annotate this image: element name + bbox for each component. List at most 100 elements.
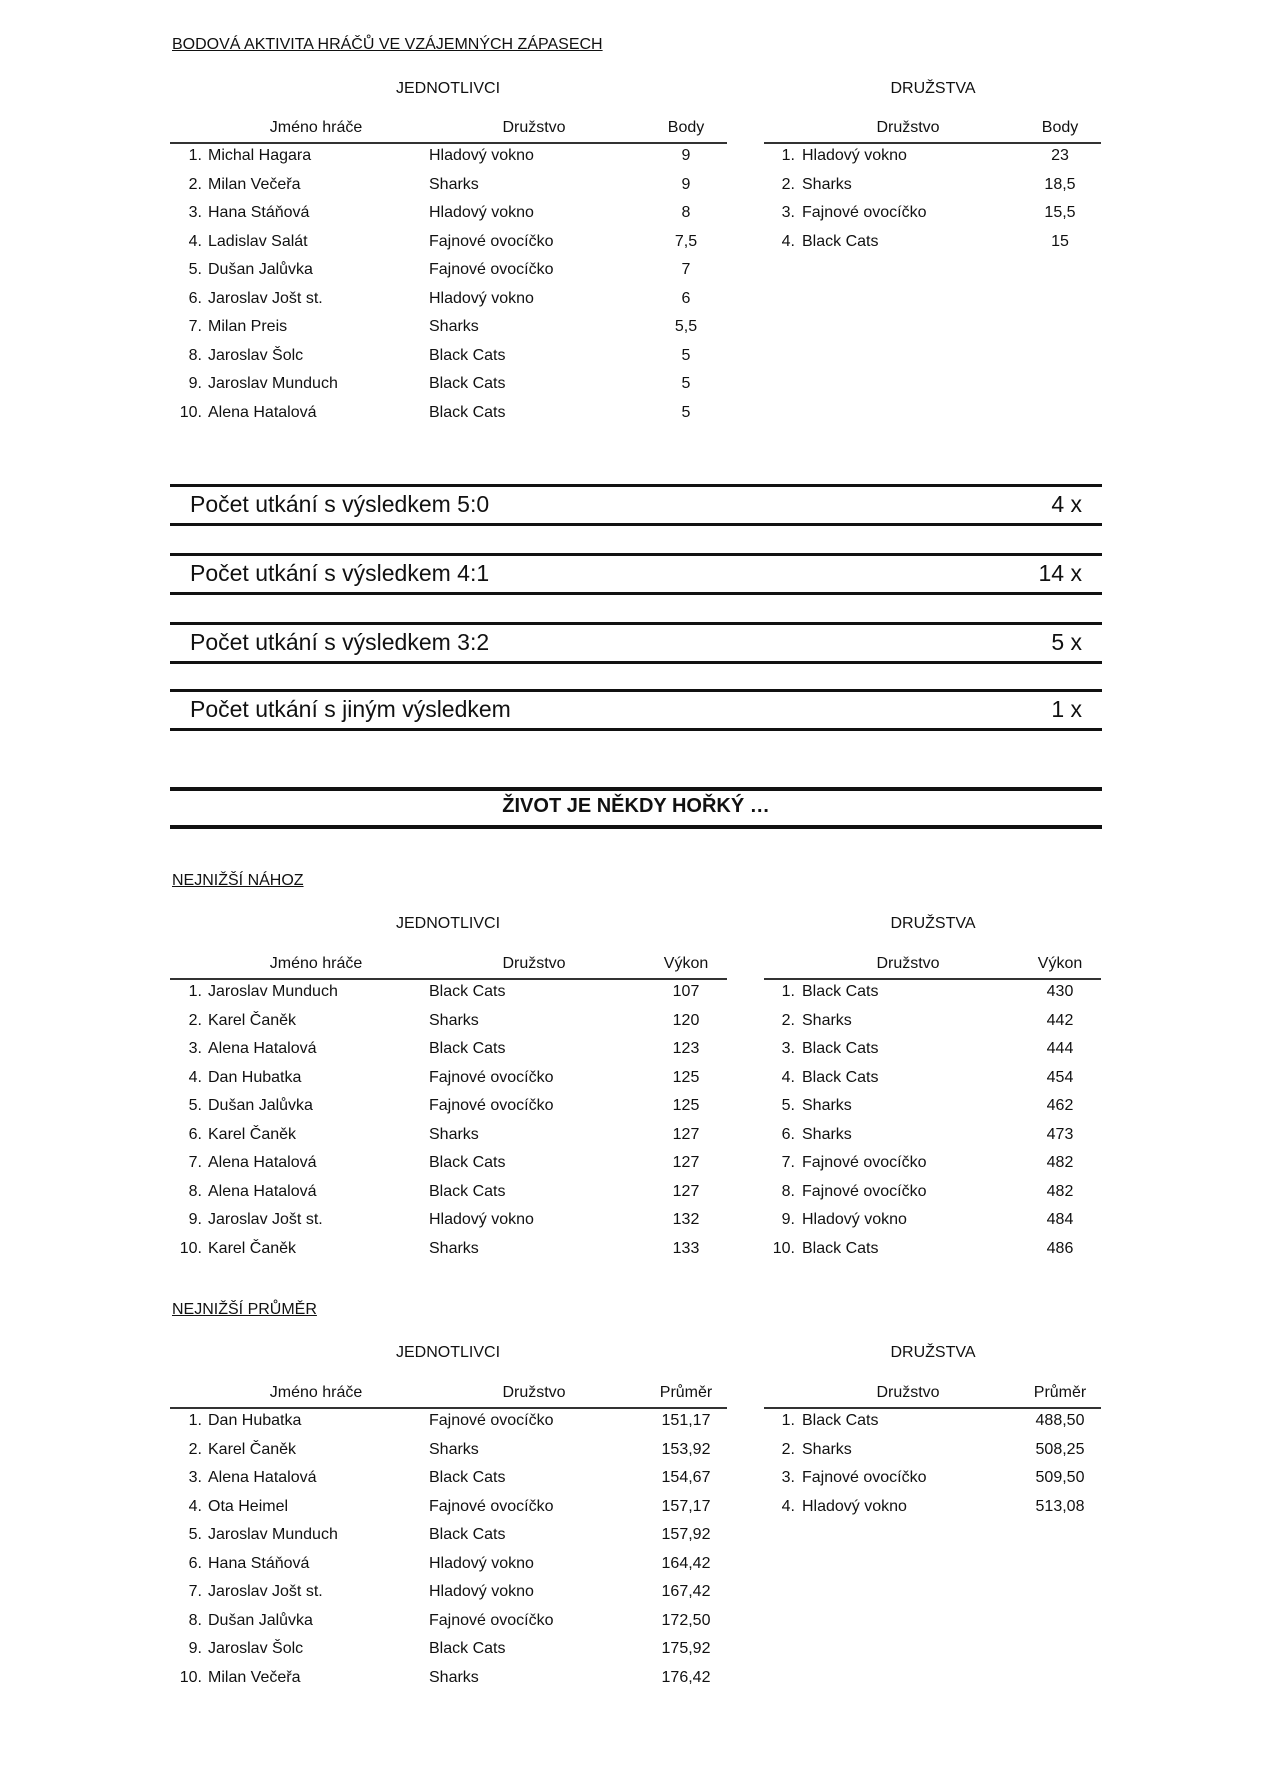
value: 442 bbox=[1046, 1011, 1074, 1029]
value: 5,5 bbox=[674, 318, 698, 335]
team-name: Black Cats bbox=[802, 1040, 879, 1057]
team-name: Black Cats bbox=[429, 1040, 506, 1057]
rank: 8. bbox=[781, 1182, 795, 1200]
column-header: Družstvo bbox=[502, 955, 566, 972]
team-name: Black Cats bbox=[429, 983, 506, 1000]
value: 18,5 bbox=[1044, 175, 1076, 193]
rank: 4. bbox=[188, 232, 202, 250]
column-header: Družstvo bbox=[502, 1384, 566, 1401]
rank: 3. bbox=[188, 1040, 202, 1057]
team-name: Sharks bbox=[429, 318, 479, 335]
player-name: Hana Stáňová bbox=[208, 204, 310, 221]
column-header: Body bbox=[667, 119, 705, 136]
team-name: Sharks bbox=[429, 1239, 479, 1257]
header-divider bbox=[170, 978, 727, 980]
team-name: Fajnové ovocíčko bbox=[429, 261, 554, 278]
rank: 3. bbox=[781, 1040, 795, 1057]
rank: 1. bbox=[188, 147, 202, 164]
team-name: Sharks bbox=[802, 1440, 852, 1458]
rank: 6. bbox=[781, 1125, 795, 1143]
player-name: Jaroslav Šolc bbox=[208, 1640, 304, 1657]
value: 9 bbox=[681, 147, 691, 164]
rank: 1. bbox=[781, 1412, 795, 1429]
rank: 2. bbox=[188, 175, 202, 193]
player-name: Karel Čaněk bbox=[208, 1011, 297, 1029]
value: 133 bbox=[672, 1239, 700, 1257]
rank: 3. bbox=[781, 1469, 795, 1486]
value: 153,92 bbox=[661, 1440, 711, 1458]
value: 127 bbox=[672, 1182, 700, 1200]
player-name: Dušan Jalůvka bbox=[208, 1097, 313, 1114]
summary-bottom-rule bbox=[170, 728, 1102, 731]
rank: 4. bbox=[781, 1497, 795, 1515]
rank: 6. bbox=[188, 1554, 202, 1572]
value: 123 bbox=[672, 1040, 700, 1057]
value: 8 bbox=[681, 204, 691, 221]
team-name: Hladový vokno bbox=[802, 1497, 907, 1515]
column-header: Výkon bbox=[1037, 955, 1083, 972]
team-name: Hladový vokno bbox=[429, 204, 534, 221]
player-name: Jaroslav Munduch bbox=[208, 375, 338, 392]
player-name: Milan Večeřa bbox=[208, 1668, 301, 1686]
rank: 5. bbox=[781, 1097, 795, 1114]
team-name: Black Cats bbox=[429, 1469, 506, 1486]
rank: 2. bbox=[781, 1440, 795, 1458]
rank: 8. bbox=[188, 346, 202, 364]
player-name: Ladislav Salát bbox=[208, 232, 308, 250]
column-header: Družstvo bbox=[876, 1384, 940, 1401]
header-divider bbox=[170, 142, 727, 144]
team-name: Black Cats bbox=[802, 983, 879, 1000]
value: 5 bbox=[681, 346, 691, 364]
player-name: Jaroslav Jošt st. bbox=[208, 1583, 323, 1600]
player-name: Karel Čaněk bbox=[208, 1125, 297, 1143]
team-name: Black Cats bbox=[802, 232, 879, 250]
team-name: Sharks bbox=[802, 175, 852, 193]
value: 5 bbox=[681, 375, 691, 392]
column-header: Průměr bbox=[1033, 1384, 1087, 1401]
value: 23 bbox=[1051, 147, 1069, 164]
team-name: Fajnové ovocíčko bbox=[802, 1182, 927, 1200]
rank: 6. bbox=[188, 289, 202, 307]
value: 132 bbox=[672, 1211, 700, 1228]
team-name: Hladový vokno bbox=[429, 1554, 534, 1572]
rank: 2. bbox=[188, 1011, 202, 1029]
player-name: Jaroslav Jošt st. bbox=[208, 1211, 323, 1228]
summary-top-rule bbox=[170, 484, 1102, 487]
rank: 10. bbox=[179, 1668, 202, 1686]
banner-top-rule bbox=[170, 787, 1102, 791]
summary-bottom-rule bbox=[170, 523, 1102, 526]
rank: 1. bbox=[781, 147, 795, 164]
summary-top-rule bbox=[170, 553, 1102, 556]
left-subtitle: JEDNOTLIVCI bbox=[395, 915, 501, 932]
team-name: Fajnové ovocíčko bbox=[429, 232, 554, 250]
team-name: Hladový vokno bbox=[429, 147, 534, 164]
right-subtitle: DRUŽSTVA bbox=[890, 80, 976, 97]
summary-label: Počet utkání s výsledkem 3:2 bbox=[190, 629, 490, 655]
summary-count: 14 x bbox=[1038, 560, 1082, 586]
value: 6 bbox=[681, 289, 691, 307]
player-name: Jaroslav Munduch bbox=[208, 983, 338, 1000]
section-title: NEJNIŽŠÍ NÁHOZ bbox=[172, 872, 304, 889]
summary-top-rule bbox=[170, 689, 1102, 692]
team-name: Hladový vokno bbox=[802, 1211, 907, 1228]
value: 509,50 bbox=[1035, 1469, 1085, 1486]
column-header: Jméno hráče bbox=[269, 1384, 363, 1401]
rank: 2. bbox=[781, 175, 795, 193]
banner-bottom-rule bbox=[170, 825, 1102, 829]
header-divider bbox=[764, 978, 1101, 980]
value: 9 bbox=[681, 175, 691, 193]
summary-bottom-rule bbox=[170, 661, 1102, 664]
rank: 2. bbox=[781, 1011, 795, 1029]
player-name: Milan Večeřa bbox=[208, 175, 301, 193]
banner-heading: ŽIVOT JE NĚKDY HOŘKÝ … bbox=[502, 795, 770, 817]
rank: 1. bbox=[188, 1412, 202, 1429]
value: 120 bbox=[672, 1011, 700, 1029]
team-name: Fajnové ovocíčko bbox=[429, 1068, 554, 1086]
team-name: Black Cats bbox=[429, 375, 506, 392]
column-header: Družstvo bbox=[876, 955, 940, 972]
team-name: Hladový vokno bbox=[429, 1583, 534, 1600]
value: 164,42 bbox=[661, 1554, 711, 1572]
player-name: Alena Hatalová bbox=[208, 1040, 317, 1057]
value: 125 bbox=[672, 1068, 700, 1086]
team-name: Black Cats bbox=[429, 1526, 506, 1543]
